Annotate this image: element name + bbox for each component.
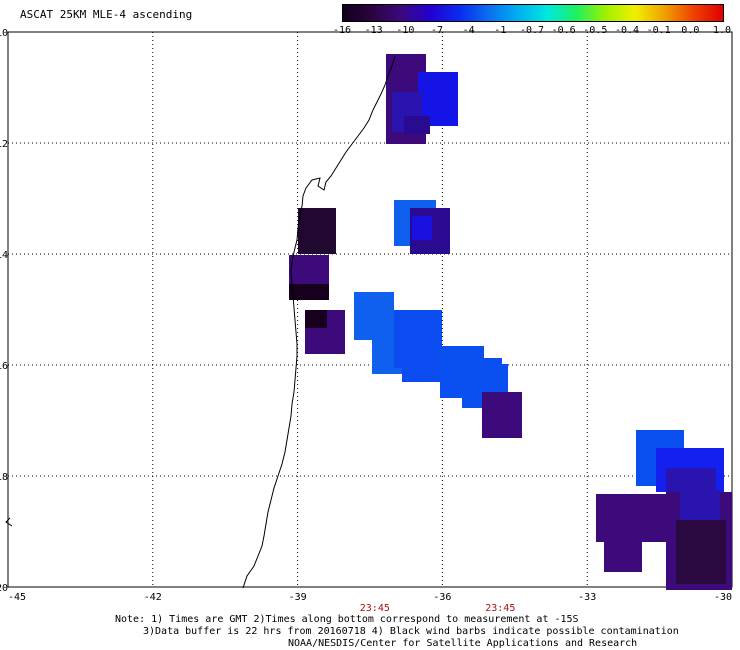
colorbar-label: -4: [462, 25, 475, 36]
data-cell: [680, 490, 720, 520]
data-cell: [676, 520, 726, 584]
lat-tick-label: -12: [0, 139, 8, 150]
lon-tick-label: -30: [714, 592, 732, 603]
coastline-detail: [5, 517, 13, 527]
lon-tick-label: -36: [433, 592, 451, 603]
colorbar-labels: -16 -13 -10 -7 -4 -1 -0.7 -0.6 -0.5 -0.4 -0.1 0.0 1.…: [332, 25, 732, 39]
data-cells: [289, 54, 732, 590]
data-cell: [604, 540, 642, 572]
time-label: 23:45: [485, 603, 515, 612]
lat-tick-label: -16: [0, 361, 8, 372]
lat-tick-label: -10: [0, 28, 8, 39]
note-line-3: NOAA/NESDIS/Center for Satellite Applica…: [288, 638, 638, 649]
axis-labels: -10 -12 -14 -16 -18 -20-45 -42 -39 -36 -33 -30: [0, 28, 732, 603]
colorbar-label: -13: [364, 25, 383, 36]
colorbar-label: -0.1: [646, 25, 671, 36]
note-line-2: 3)Data buffer is 22 hrs from 20160718 4)…: [143, 626, 679, 637]
coastline: [242, 55, 396, 589]
note-line-1: Note: 1) Times are GMT 2)Times along bot…: [115, 614, 579, 625]
data-cell: [289, 255, 329, 285]
colorbar-label: -7: [430, 25, 444, 36]
time-labels: 23:45 23:45: [360, 603, 516, 612]
colorbar-label: -0.6: [551, 25, 576, 36]
map-plot: -10 -12 -14 -16 -18 -20-45 -42 -39 -36 -33 -30 23:…: [0, 28, 733, 612]
data-cell: [402, 346, 442, 382]
colorbar-label: -0.5: [583, 25, 608, 36]
lon-tick-label: -45: [8, 592, 26, 603]
colorbar-label: -1: [494, 25, 507, 36]
colorbar-label: -0.4: [614, 25, 640, 36]
data-cell: [289, 284, 329, 300]
colorbar-label: 0.0: [681, 25, 700, 36]
data-cell: [596, 494, 666, 542]
colorbar: [342, 4, 724, 22]
data-cell: [404, 116, 430, 134]
lat-tick-label: -20: [0, 583, 8, 594]
lat-tick-label: -14: [0, 250, 8, 261]
data-cell: [482, 392, 522, 438]
map-title: ASCAT 25KM MLE-4 ascending: [20, 8, 193, 21]
data-cell: [298, 208, 336, 254]
data-cell: [305, 310, 327, 328]
lat-tick-label: -18: [0, 472, 8, 483]
lon-tick-label: -42: [144, 592, 162, 603]
time-label: 23:45: [360, 603, 390, 612]
map-grid: [7, 31, 733, 588]
data-cell: [412, 216, 432, 240]
colorbar-label: -16: [332, 25, 352, 36]
colorbar-label: -0.7: [519, 25, 545, 36]
colorbar-label: -10: [396, 25, 415, 36]
colorbar-label: 1.0: [712, 25, 732, 36]
lon-tick-label: -33: [578, 592, 596, 603]
lon-tick-label: -39: [289, 592, 307, 603]
